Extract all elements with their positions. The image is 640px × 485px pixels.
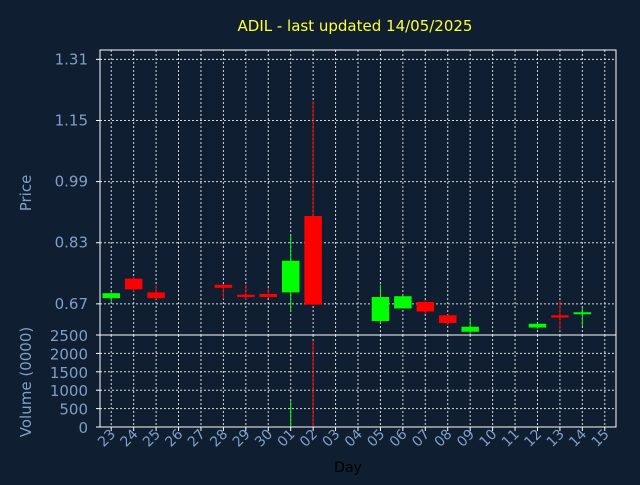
candle-body [304,215,322,305]
candle-body [371,296,390,322]
candle-body [147,292,165,299]
price-tick-label: 0.83 [55,234,88,252]
price-tick-labels: 0.67 0.83 0.99 1.15 1.31 [55,50,100,313]
candle-body [438,315,457,323]
candle-body [528,323,547,328]
volume-tick-label: 1000 [50,382,88,400]
chart-title: ADIL - last updated 14/05/2025 [238,17,473,35]
price-tick-label: 0.99 [55,173,88,191]
x-axis-label: Day [334,460,362,476]
volume-tick-label: 2500 [50,327,88,345]
candle-body [259,293,278,297]
volume-axis-label: Volume (0000) [17,327,35,437]
volume-tick-label: 1500 [50,364,88,382]
candle-body [214,284,233,288]
candle-body [551,315,569,318]
price-tick-label: 1.31 [55,50,88,68]
candle-body [237,294,255,297]
candle-body [124,278,143,290]
candle-body [281,260,300,293]
price-tick-label: 1.15 [55,111,88,129]
candle-body [416,301,435,312]
volume-bars [290,340,314,427]
price-tick-label: 0.67 [55,295,88,313]
candle-body [102,293,120,299]
price-axis-label: Price [17,175,35,212]
volume-tick-label: 500 [59,401,88,419]
candles [102,101,592,336]
volume-tick-label: 2000 [50,345,88,363]
candle-body [461,326,479,332]
day-tick-labels: 2324252627282930010203040506070809101112… [95,426,612,450]
volume-tick-label: 0 [78,419,88,437]
candle-body [394,296,412,309]
candle-body [573,312,592,315]
